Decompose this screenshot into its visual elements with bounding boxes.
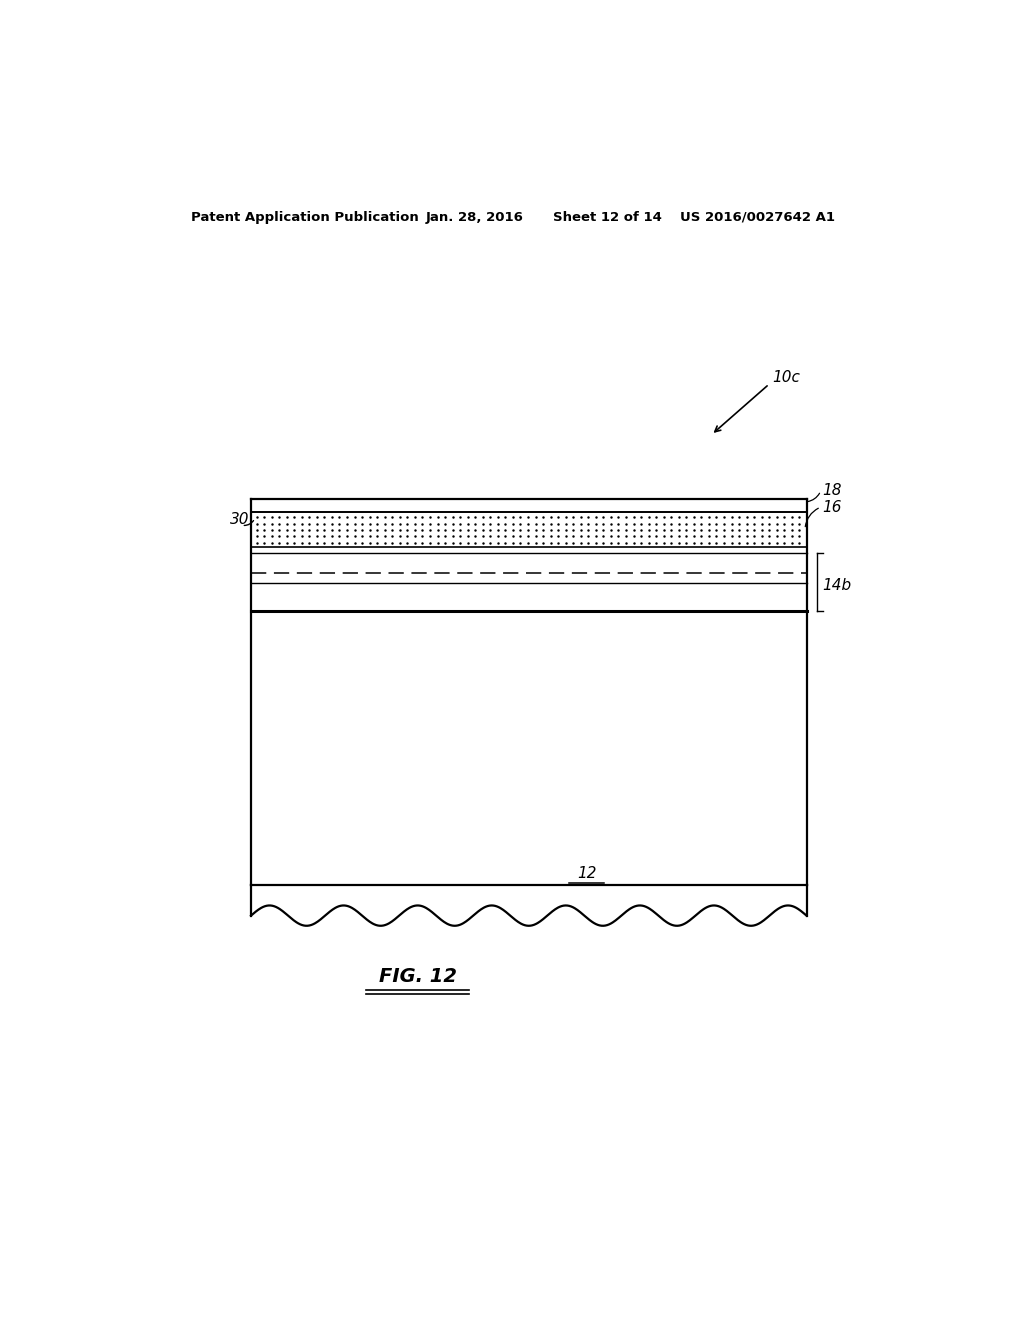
Text: 12: 12 [577,866,596,882]
Text: 16: 16 [822,499,842,515]
Bar [251,499,807,512]
Text: 18: 18 [822,483,842,498]
Text: FIG. 12: FIG. 12 [379,968,457,986]
Text: 14b: 14b [822,578,852,593]
Text: Jan. 28, 2016: Jan. 28, 2016 [426,211,523,224]
Text: Sheet 12 of 14: Sheet 12 of 14 [553,211,662,224]
Text: Patent Application Publication: Patent Application Publication [191,211,419,224]
Bar [251,512,807,546]
Text: 10c: 10c [772,371,801,385]
Text: US 2016/0027642 A1: US 2016/0027642 A1 [680,211,835,224]
Text: 30: 30 [229,512,249,527]
